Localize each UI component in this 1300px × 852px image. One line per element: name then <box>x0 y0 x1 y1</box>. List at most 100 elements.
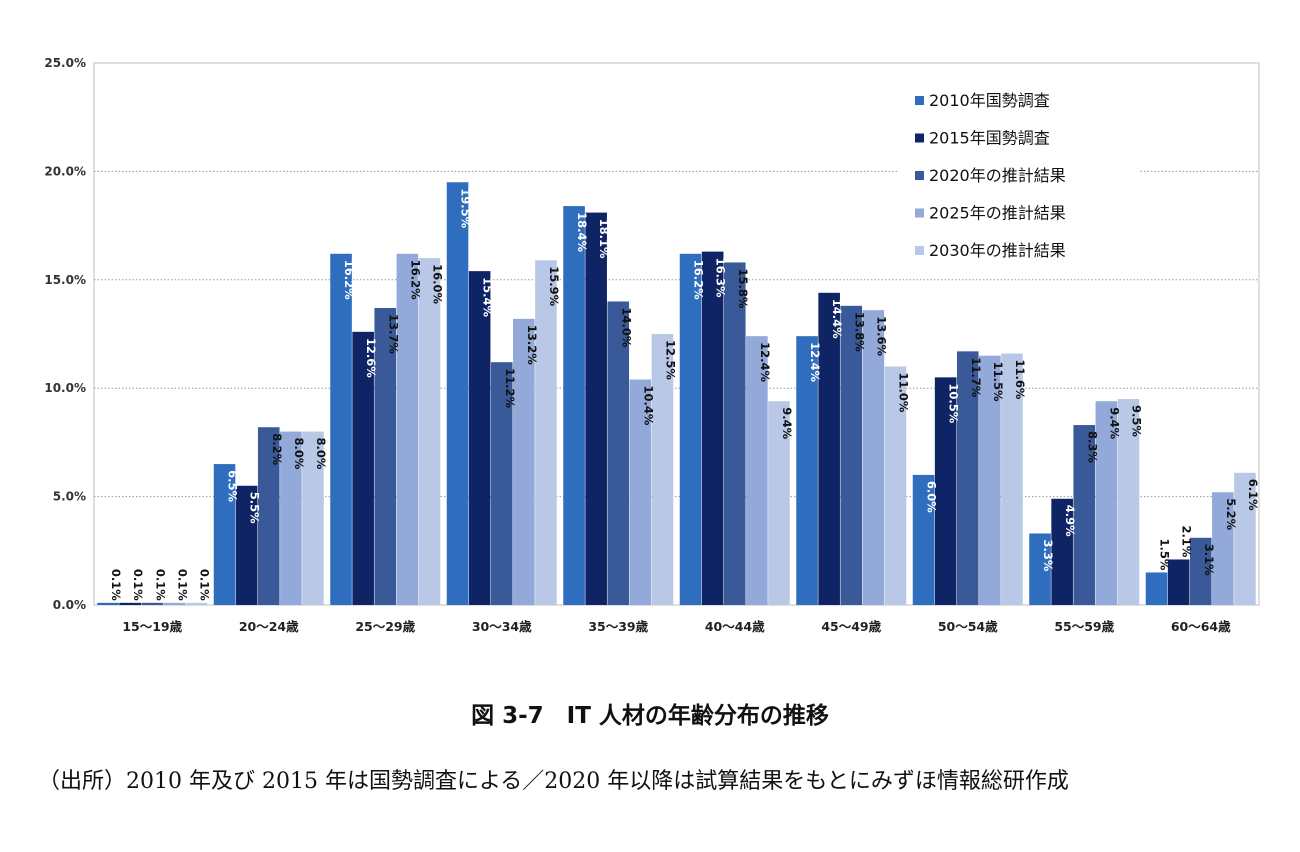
legend-label: 2030年の推計結果 <box>929 241 1066 260</box>
data-label: 12.4% <box>808 342 822 382</box>
data-label: 2.1% <box>1180 525 1194 557</box>
bar <box>818 292 840 605</box>
data-label: 15.9% <box>547 266 561 306</box>
bar <box>1212 492 1234 605</box>
bar <box>1029 533 1051 605</box>
y-tick-label: 25.0% <box>44 56 86 70</box>
legend-label: 2015年国勢調査 <box>929 129 1050 148</box>
data-label: 6.5% <box>226 470 240 502</box>
bar <box>585 212 607 606</box>
data-label: 8.0% <box>292 438 306 470</box>
bar <box>607 301 630 605</box>
x-category-label: 25～29歳 <box>355 619 415 634</box>
data-label: 10.4% <box>641 386 655 426</box>
bar <box>330 253 352 605</box>
data-label: 15.8% <box>736 268 750 308</box>
bar <box>141 602 164 605</box>
data-label: 13.6% <box>874 316 888 356</box>
data-label: 11.6% <box>1013 360 1027 400</box>
bar <box>912 474 935 605</box>
bar <box>679 253 702 605</box>
data-label: 16.2% <box>692 260 706 300</box>
data-label: 11.5% <box>991 362 1005 402</box>
legend-label: 2020年の推計結果 <box>929 166 1066 185</box>
bar <box>862 310 885 605</box>
data-label: 16.0% <box>430 264 444 304</box>
x-category-label: 35～39歳 <box>588 619 648 634</box>
bar-chart: 0.1% 0.1% 0.1% 0.1% 0.1% 6.5% 5.5% 8.2% 8.0% 8.0%… <box>44 56 1260 634</box>
data-label: 19.5% <box>459 188 473 228</box>
x-category-label: 15～19歳 <box>122 619 182 634</box>
bar <box>840 305 863 605</box>
bar <box>796 336 818 605</box>
bar <box>163 602 186 605</box>
legend-swatch <box>915 171 924 180</box>
legend-background <box>899 83 1139 279</box>
x-category-label: 45～49歳 <box>821 619 881 634</box>
y-tick-label: 0.0% <box>53 598 86 612</box>
y-tick-label: 5.0% <box>53 490 86 504</box>
bar <box>374 307 397 605</box>
bar <box>257 427 280 605</box>
bar <box>651 334 674 605</box>
bar <box>213 464 236 605</box>
bar <box>1073 425 1096 605</box>
data-label: 6.1% <box>1246 479 1260 511</box>
axes: 0.0% 5.0% 10.0% 15.0% 20.0% 25.0% 15～19歳 20～24歳… <box>44 56 1231 634</box>
data-label: 0.1% <box>175 569 189 601</box>
data-label: 18.4% <box>575 212 589 252</box>
y-tick-label: 20.0% <box>44 164 86 178</box>
bar <box>1095 401 1118 605</box>
bar <box>629 379 652 605</box>
bar <box>1145 572 1168 605</box>
data-label: 6.0% <box>925 481 939 513</box>
data-label: 11.7% <box>969 357 983 397</box>
bar <box>1189 537 1212 605</box>
legend-swatch <box>915 246 924 255</box>
bar <box>280 431 302 605</box>
bar <box>746 336 768 605</box>
bar <box>468 271 491 605</box>
bar <box>396 253 419 605</box>
bar <box>701 251 724 605</box>
data-label: 15.4% <box>481 277 495 317</box>
data-label: 9.4% <box>1107 407 1121 439</box>
data-label: 13.2% <box>525 325 539 365</box>
bar <box>934 377 957 605</box>
y-tick-label: 15.0% <box>44 273 86 287</box>
data-label: 12.4% <box>758 342 772 382</box>
bar <box>302 431 324 605</box>
data-label: 16.2% <box>342 260 356 300</box>
data-label: 11.0% <box>896 373 910 413</box>
bar <box>1234 472 1256 605</box>
bar <box>723 262 746 605</box>
x-category-label: 30～34歳 <box>472 619 532 634</box>
legend-label: 2025年の推計結果 <box>929 204 1066 223</box>
data-label: 8.3% <box>1085 431 1099 463</box>
figure-caption: 図 3-7 IT 人材の年齢分布の推移 <box>471 703 829 729</box>
x-category-label: 50～54歳 <box>938 619 998 634</box>
data-label: 16.2% <box>408 260 422 300</box>
bar <box>1167 559 1190 605</box>
data-label: 9.5% <box>1129 405 1143 437</box>
data-label: 3.1% <box>1202 544 1216 576</box>
data-label: 16.3% <box>714 258 728 298</box>
bars <box>97 182 1256 606</box>
x-category-label: 20～24歳 <box>239 619 299 634</box>
legend-swatch <box>915 133 924 143</box>
x-category-label: 60～64歳 <box>1171 619 1231 634</box>
bar <box>97 602 119 605</box>
bar <box>235 485 258 605</box>
bar <box>1001 353 1023 605</box>
x-category-label: 40～44歳 <box>705 619 765 634</box>
bar <box>535 260 557 605</box>
data-label: 14.4% <box>830 299 844 339</box>
source-note: （出所）2010 年及び 2015 年は国勢調査による／2020 年以降は試算結… <box>38 769 1069 794</box>
data-label: 10.5% <box>947 383 961 423</box>
data-label: 12.5% <box>663 340 677 380</box>
bar <box>185 602 208 605</box>
data-label: 0.1% <box>109 569 123 601</box>
data-label: 9.4% <box>780 407 794 439</box>
data-label: 1.5% <box>1158 538 1172 570</box>
data-label: 11.2% <box>503 368 517 408</box>
